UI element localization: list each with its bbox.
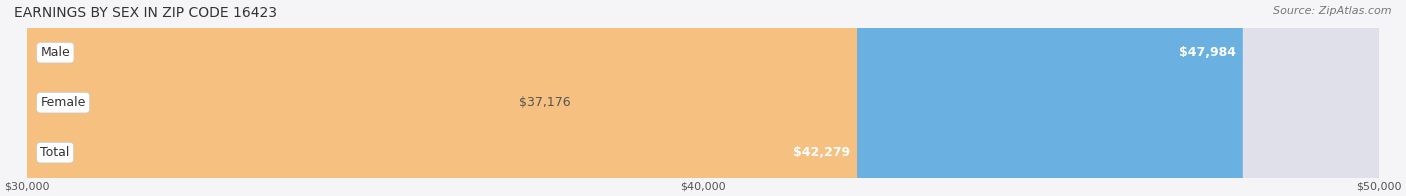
- Text: $37,176: $37,176: [519, 96, 571, 109]
- FancyBboxPatch shape: [0, 0, 703, 196]
- Text: Male: Male: [41, 46, 70, 59]
- Text: Source: ZipAtlas.com: Source: ZipAtlas.com: [1274, 6, 1392, 16]
- FancyBboxPatch shape: [27, 0, 858, 196]
- FancyBboxPatch shape: [27, 0, 1379, 196]
- FancyBboxPatch shape: [27, 0, 1379, 196]
- FancyBboxPatch shape: [27, 0, 1379, 196]
- Text: Total: Total: [41, 146, 70, 159]
- Text: Female: Female: [41, 96, 86, 109]
- FancyBboxPatch shape: [27, 0, 1243, 196]
- Text: $42,279: $42,279: [793, 146, 851, 159]
- Text: EARNINGS BY SEX IN ZIP CODE 16423: EARNINGS BY SEX IN ZIP CODE 16423: [14, 6, 277, 20]
- Text: $47,984: $47,984: [1180, 46, 1236, 59]
